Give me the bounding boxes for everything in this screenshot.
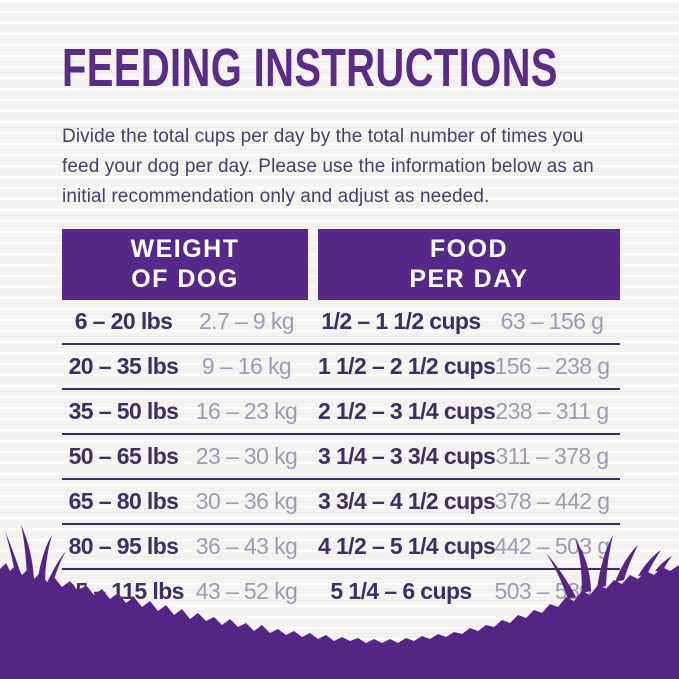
cell-kg: 36 – 43 kg [195,532,298,559]
cell-cups: 2 1/2 – 3 1/4 cups [318,397,496,424]
cell-lbs: 80 – 95 lbs [68,532,179,559]
grass-mound [0,563,679,679]
cell-grams: 238 – 311 g [495,397,609,424]
table-row: 50 – 65 lbs 23 – 30 kg 3 1/4 – 3 3/4 cup… [62,432,620,478]
cell-cups: 3 1/4 – 3 3/4 cups [318,442,496,469]
table-header-row: WEIGHT OF DOG FOOD PER DAY [62,228,679,300]
cell-lbs: 20 – 35 lbs [68,352,179,379]
grass-blades-left [5,525,66,585]
cell-lbs: 50 – 65 lbs [68,442,179,469]
cell-grams: 378 – 442 g [494,487,611,514]
cell-lbs: 65 – 80 lbs [68,487,179,514]
intro-line-2: feed your dog per day. Please use the in… [62,155,594,177]
cell-kg: 2.7 – 9 kg [198,307,295,334]
cell-cups: 1/2 – 1 1/2 cups [321,307,481,334]
cell-kg: 43 – 52 kg [195,577,298,604]
cell-grams: 442 – 503 g [494,532,611,559]
table-row: 35 – 50 lbs 16 – 23 kg 2 1/2 – 3 1/4 cup… [62,387,620,433]
cell-kg: 16 – 23 kg [195,397,298,424]
weight-header-line2: OF DOG [131,265,239,294]
cell-kg: 9 – 16 kg [201,352,292,379]
table-row: 80 – 95 lbs 36 – 43 kg 4 1/2 – 5 1/4 cup… [62,522,620,568]
cell-kg: 30 – 36 kg [195,487,298,514]
cell-cups: 3 3/4 – 4 1/2 cups [318,487,496,514]
weight-of-dog-header: WEIGHT OF DOG [62,228,308,300]
grass-blades-right [546,535,672,599]
cell-kg: 23 – 30 kg [195,442,298,469]
intro-line-3: initial recommendation only and adjust a… [62,185,490,207]
intro-line-1: Divide the total cups per day by the tot… [62,125,584,147]
food-header-line2: PER DAY [409,265,529,294]
table-row: 20 – 35 lbs 9 – 16 kg 1 1/2 – 2 1/2 cups… [62,342,620,388]
cell-cups: 1 1/2 – 2 1/2 cups [318,352,496,379]
table-row: 65 – 80 lbs 30 – 36 kg 3 3/4 – 4 1/2 cup… [62,477,620,523]
food-per-day-header: FOOD PER DAY [318,228,620,300]
table-row: 6 – 20 lbs 2.7 – 9 kg 1/2 – 1 1/2 cups 6… [62,300,620,343]
page-title: FEEDING INSTRUCTIONS [62,38,558,98]
cell-cups: 5 1/4 – 6 cups [330,577,472,604]
cell-grams: 156 – 238 g [494,352,611,379]
cell-lbs: 35 – 50 lbs [68,397,179,424]
cell-grams: 311 – 378 g [495,442,609,469]
cell-cups: 4 1/2 – 5 1/4 cups [318,532,496,559]
intro-text: Divide the total cups per day by the tot… [62,122,637,212]
grass-silhouette [0,525,679,679]
weight-header-line1: WEIGHT [130,235,240,264]
cell-lbs: 6 – 20 lbs [74,307,173,334]
cell-grams: 63 – 156 g [500,307,604,334]
food-header-line1: FOOD [429,235,509,264]
